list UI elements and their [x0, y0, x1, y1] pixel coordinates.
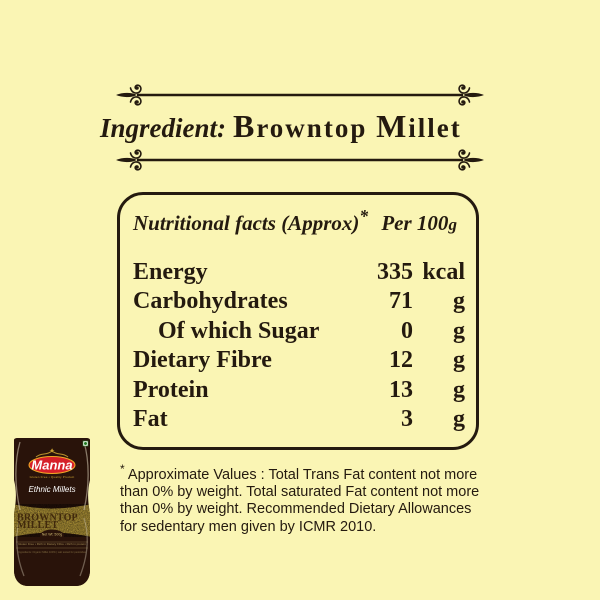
svg-text:Manna: Manna — [31, 458, 72, 473]
svg-text:✦: ✦ — [49, 447, 55, 455]
svg-text:MILLET: MILLET — [17, 520, 58, 531]
svg-text:Gluten Free • Quality Product: Gluten Free • Quality Product — [30, 475, 75, 479]
svg-text:Gluten Free • Rich in Dietary: Gluten Free • Rich in Dietary Fibre • Ri… — [18, 542, 86, 546]
svg-text:Ethnic Millets: Ethnic Millets — [28, 485, 75, 494]
svg-text:Ingredients: Organic Millet 10: Ingredients: Organic Millet 100% | Lab t… — [18, 550, 86, 554]
svg-text:Net Wt: 500g: Net Wt: 500g — [42, 533, 62, 537]
